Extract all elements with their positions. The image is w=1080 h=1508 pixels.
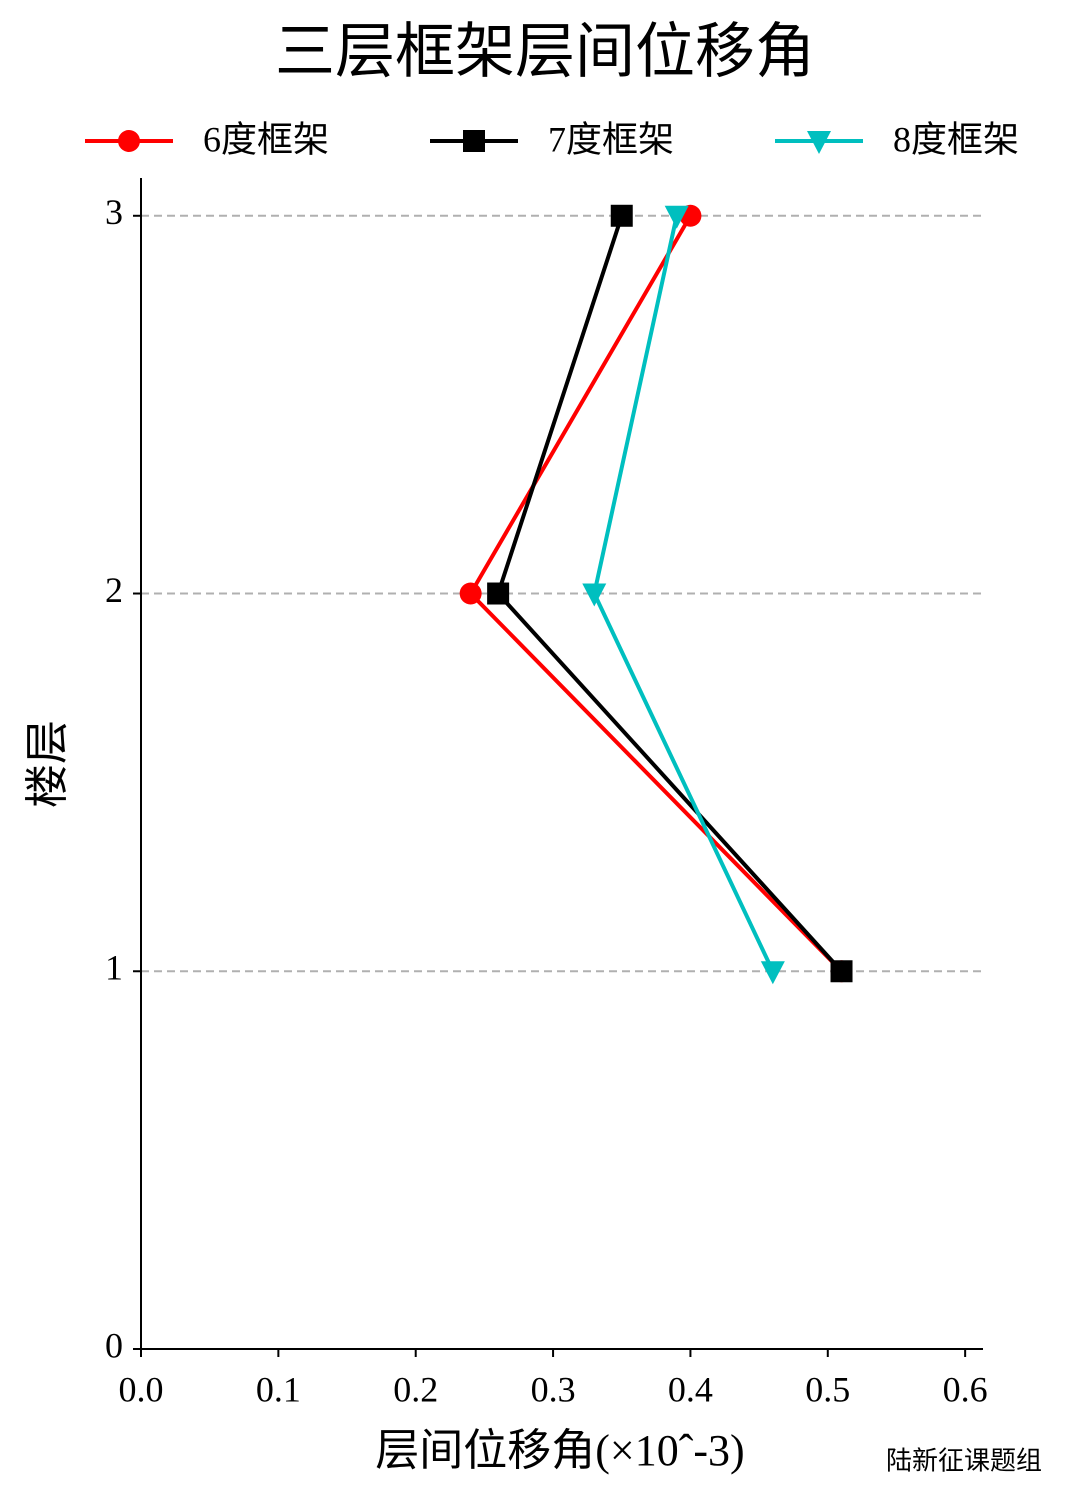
watermark: 陆新征课题组 [886, 1447, 1042, 1477]
y-tick-label: 1 [105, 948, 123, 988]
y-tick-label: 2 [105, 570, 123, 610]
marker [664, 205, 689, 229]
marker [118, 130, 140, 152]
marker [463, 130, 485, 152]
y-tick-label: 3 [105, 192, 123, 232]
y-axis-label: 楼层 [23, 720, 72, 808]
x-tick-label: 0.4 [668, 1369, 713, 1409]
x-tick-label: 0.1 [256, 1369, 301, 1409]
marker [610, 204, 633, 227]
x-tick-label: 0.5 [805, 1369, 850, 1409]
x-tick-label: 0.2 [393, 1369, 438, 1409]
legend-label: 7度框架 [548, 119, 674, 159]
y-tick-label: 0 [105, 1325, 123, 1365]
legend-label: 6度框架 [203, 119, 329, 159]
marker [760, 961, 785, 985]
x-tick-label: 0.6 [943, 1369, 988, 1409]
legend-label: 8度框架 [893, 119, 1019, 159]
x-axis-label: 层间位移角(×10ˆ-3) [375, 1426, 744, 1475]
marker [459, 582, 482, 605]
x-tick-label: 0.3 [531, 1369, 576, 1409]
marker [487, 582, 510, 605]
chart-title: 三层框架层间位移角 [275, 19, 815, 85]
marker [807, 131, 831, 154]
x-tick-label: 0.0 [119, 1369, 164, 1409]
marker [582, 583, 607, 607]
marker [830, 960, 853, 983]
